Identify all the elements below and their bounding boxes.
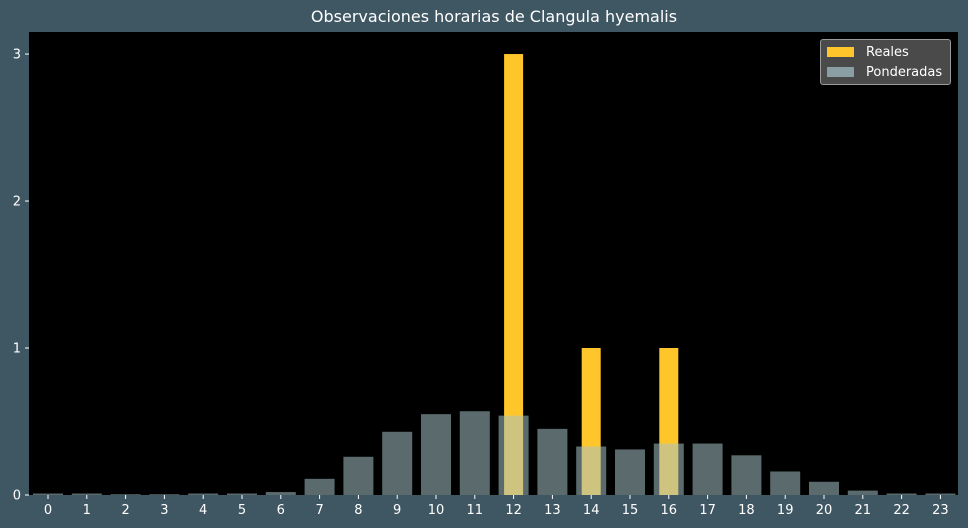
bar-ponderadas-7 [304, 478, 335, 495]
x-tick-label-6: 6 [277, 503, 285, 518]
x-tick-label-11: 11 [467, 503, 484, 518]
y-tick-label-2: 2 [13, 195, 21, 210]
x-tick-label-12: 12 [505, 503, 522, 518]
x-tick-label-16: 16 [661, 503, 678, 518]
chart-title: Observaciones horarias de Clangula hyema… [310, 7, 678, 26]
legend-label-reales: Reales [866, 44, 909, 60]
bar-ponderadas-3 [149, 494, 180, 495]
x-tick-label-21: 21 [855, 503, 872, 518]
bar-ponderadas-18 [731, 455, 762, 495]
bar-ponderadas-5 [227, 493, 257, 495]
x-tick-label-2: 2 [121, 503, 129, 518]
x-tick-label-14: 14 [583, 503, 600, 518]
bar-ponderadas-22 [886, 493, 917, 495]
x-tick-label-4: 4 [199, 503, 207, 518]
legend-item-ponderadas: Ponderadas [827, 63, 942, 81]
bar-ponderadas-1 [71, 493, 102, 495]
bar-ponderadas-0 [33, 493, 63, 495]
y-tick-label-0: 0 [13, 489, 21, 504]
legend-swatch-ponderadas [827, 67, 854, 77]
x-tick-label-5: 5 [238, 503, 246, 518]
bar-ponderadas-23 [925, 493, 956, 495]
bar-ponderadas-20 [809, 481, 839, 495]
x-tick-label-22: 22 [893, 503, 910, 518]
bar-ponderadas-16 [653, 443, 684, 495]
bar-ponderadas-9 [382, 431, 413, 495]
legend: Reales Ponderadas [820, 39, 951, 85]
y-tick-label-1: 1 [13, 342, 21, 357]
bar-ponderadas-6 [265, 492, 296, 495]
bar-ponderadas-2 [110, 494, 141, 495]
axes-layer: 0 1 2 3 4 5 6 7 8 9 10 11 12 13 14 15 16 17 18 19 20 21 22 2301… [13, 48, 949, 518]
x-tick-label-18: 18 [738, 503, 755, 518]
x-tick-label-20: 20 [816, 503, 833, 518]
bar-ponderadas-21 [847, 490, 878, 495]
bar-ponderadas-11 [459, 411, 490, 495]
legend-label-ponderadas: Ponderadas [866, 64, 943, 80]
bar-ponderadas-15 [615, 449, 645, 495]
bar-ponderadas-4 [188, 493, 219, 495]
x-tick-label-10: 10 [428, 503, 445, 518]
legend-swatch-reales [827, 47, 854, 57]
x-tick-label-8: 8 [354, 503, 362, 518]
x-tick-label-23: 23 [932, 503, 949, 518]
y-tick-label-3: 3 [13, 48, 21, 63]
bar-ponderadas-12 [498, 415, 529, 495]
bar-ponderadas-8 [343, 456, 374, 495]
bar-ponderadas-10 [421, 414, 451, 495]
bars-layer [33, 54, 956, 496]
x-tick-label-1: 1 [83, 503, 91, 518]
bar-ponderadas-13 [537, 428, 568, 495]
x-tick-label-7: 7 [315, 503, 323, 518]
bar-ponderadas-17 [692, 443, 723, 495]
legend-item-reales: Reales [827, 43, 909, 61]
bar-reales-12 [504, 54, 524, 496]
x-tick-label-15: 15 [622, 503, 639, 518]
bar-ponderadas-19 [770, 471, 801, 495]
x-tick-label-3: 3 [160, 503, 168, 518]
x-tick-label-9: 9 [393, 503, 401, 518]
plot-area [29, 32, 958, 495]
x-tick-label-19: 19 [777, 503, 794, 518]
bar-ponderadas-14 [576, 446, 607, 495]
x-tick-label-0: 0 [44, 503, 52, 518]
x-tick-label-17: 17 [699, 503, 716, 518]
x-tick-label-13: 13 [544, 503, 561, 518]
